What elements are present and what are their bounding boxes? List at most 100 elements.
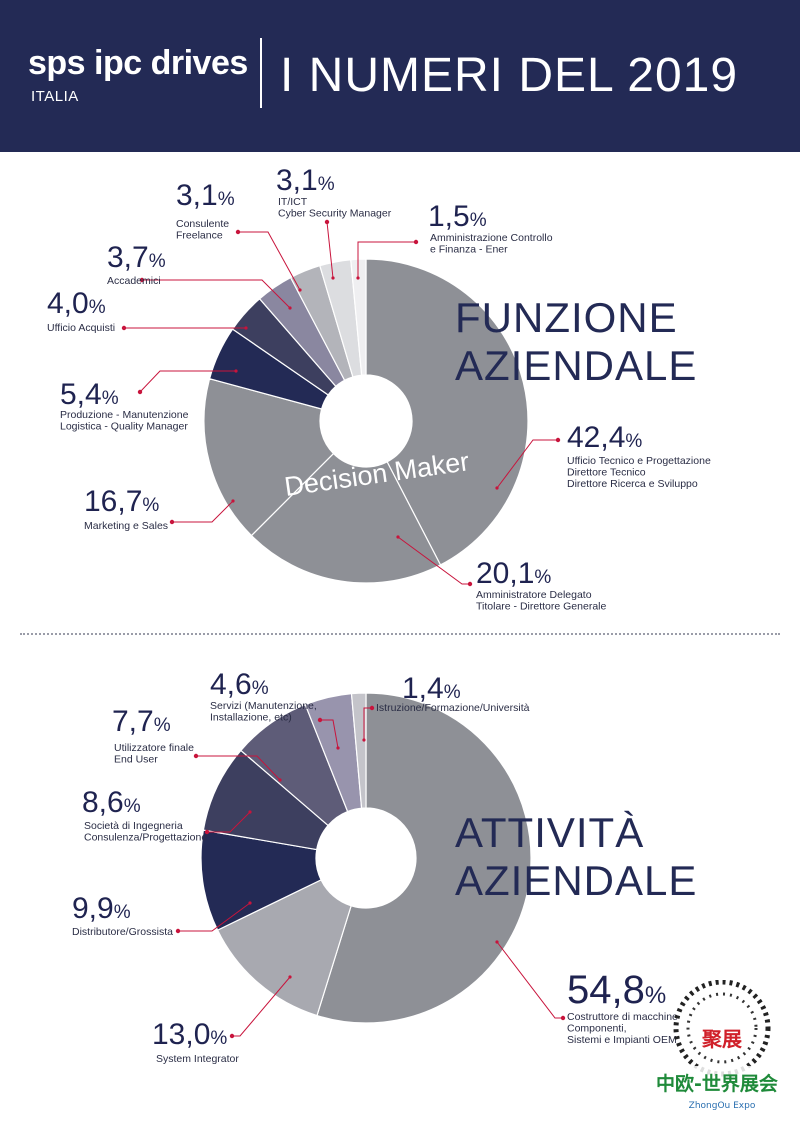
percent-value: 4,0 xyxy=(47,287,89,320)
slice-label: Direttore Ricerca e Sviluppo xyxy=(567,478,698,490)
slice-label: Cyber Security Manager xyxy=(278,208,392,220)
anchor-dot xyxy=(331,276,335,280)
leader-line xyxy=(139,370,236,393)
anchor-dot xyxy=(278,778,282,782)
section-divider xyxy=(20,633,780,635)
leader-dot xyxy=(324,219,330,225)
slice-label: Ufficio Acquisti xyxy=(47,322,115,334)
slice-percent: 3,1% xyxy=(276,164,335,197)
leader-line xyxy=(326,221,334,279)
anchor-dot xyxy=(288,975,292,979)
slice-percent: 13,0% xyxy=(152,1018,227,1051)
pie-slice xyxy=(203,378,335,537)
leader-line xyxy=(178,902,251,932)
slice-label: End User xyxy=(114,754,158,766)
anchor-dot xyxy=(244,326,248,330)
pie-slice xyxy=(350,692,367,809)
percent-sign: % xyxy=(645,982,666,1009)
anchor-dot xyxy=(336,746,340,750)
leader-dot xyxy=(467,581,473,587)
slice-label: Freelance xyxy=(176,230,223,242)
anchor-dot xyxy=(495,940,499,944)
header-banner: sps ipc drives ITALIA I NUMERI DEL 2019 xyxy=(0,0,800,152)
watermark-brand: 中欧-世界展会 xyxy=(656,1072,778,1095)
slice-label: Società di Ingegneria xyxy=(84,820,183,832)
anchor-dot xyxy=(495,486,499,490)
anchor-dot xyxy=(362,738,366,742)
slice-percent: 16,7% xyxy=(84,485,159,518)
slice-label: Consulente xyxy=(176,218,229,230)
percent-sign: % xyxy=(149,251,166,272)
percent-sign: % xyxy=(154,715,171,736)
slice-percent: 20,1% xyxy=(476,557,551,590)
percent-sign: % xyxy=(124,796,141,817)
slice-label: e Finanza - Ener xyxy=(430,244,508,256)
percent-sign: % xyxy=(102,388,119,409)
leader-line xyxy=(238,231,301,291)
slice-percent: 4,0% xyxy=(47,287,106,320)
slice-label: Istruzione/Formazione/Università xyxy=(376,702,530,714)
anchor-dot xyxy=(298,288,302,292)
attivita-title-line: ATTIVITÀ xyxy=(455,809,644,856)
slice-label: Direttore Tecnico xyxy=(567,467,646,479)
leader-dot xyxy=(137,389,143,395)
slice-label: Logistica - Quality Manager xyxy=(60,421,188,433)
leader-line xyxy=(363,707,372,740)
leader-line xyxy=(196,755,281,781)
slice-percent: 3,1% xyxy=(176,179,235,212)
leader-dot xyxy=(169,519,175,525)
percent-value: 1,5 xyxy=(428,200,470,233)
slice-label: Ufficio Tecnico e Progettazione xyxy=(567,455,711,467)
percent-sign: % xyxy=(142,495,159,516)
percent-value: 8,6 xyxy=(82,786,124,819)
anchor-dot xyxy=(396,535,400,539)
leader-line xyxy=(142,279,291,309)
pie-slice xyxy=(216,879,352,1017)
donut-chart-2 xyxy=(200,692,532,1024)
slice-label: Produzione - Manutenzione xyxy=(60,409,189,421)
watermark-text: 聚展 xyxy=(701,1027,742,1051)
leader-dot xyxy=(560,1015,566,1021)
percent-value: 42,4 xyxy=(567,421,625,454)
percent-sign: % xyxy=(252,678,269,699)
slice-percent: 4,6% xyxy=(210,668,269,701)
slice-label: Servizi (Manutenzione, xyxy=(210,700,317,712)
slice-percent: 7,7% xyxy=(112,705,171,738)
leader-dot xyxy=(229,1033,235,1039)
percent-sign: % xyxy=(534,567,551,588)
anchor-dot xyxy=(288,306,292,310)
percent-value: 20,1 xyxy=(476,557,534,590)
pie-slice xyxy=(350,258,367,376)
percent-value: 54,8 xyxy=(567,968,645,1012)
leader-dot xyxy=(204,829,210,835)
percent-sign: % xyxy=(625,431,642,452)
anchor-dot xyxy=(248,901,252,905)
anchor-dot xyxy=(248,810,252,814)
header-separator xyxy=(260,38,262,108)
leader-line xyxy=(320,719,339,749)
slice-label: IT/ICT xyxy=(278,196,308,208)
brand-subtitle: ITALIA xyxy=(31,88,79,105)
brand-logo-text: sps ipc drives xyxy=(28,44,248,82)
percent-value: 5,4 xyxy=(60,378,102,411)
percent-value: 4,6 xyxy=(210,668,252,701)
anchor-dot xyxy=(234,369,238,373)
percent-value: 13,0 xyxy=(152,1018,210,1051)
slice-percent: 5,4% xyxy=(60,378,119,411)
slice-percent: 3,7% xyxy=(107,241,166,274)
percent-value: 1,4 xyxy=(402,672,444,705)
percent-value: 9,9 xyxy=(72,892,114,925)
leader-dot xyxy=(175,928,181,934)
leader-line xyxy=(496,439,558,489)
slice-percent: 54,8% xyxy=(567,968,666,1012)
leader-line xyxy=(357,241,416,278)
donut-chart-1 xyxy=(203,258,529,584)
funzione-title-line: AZIENDALE xyxy=(455,342,697,389)
slice-percent: 42,4% xyxy=(567,421,642,454)
leader-line xyxy=(172,500,234,523)
leader-dot xyxy=(235,229,241,235)
percent-sign: % xyxy=(218,189,235,210)
slice-label: Utilizzatore finale xyxy=(114,742,194,754)
slice-label: Accademici xyxy=(107,275,161,287)
